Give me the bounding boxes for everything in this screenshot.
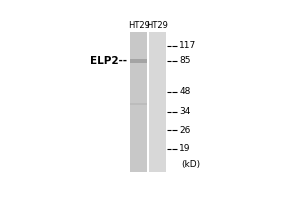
Text: ELP2--: ELP2-- (90, 56, 127, 66)
Text: 26: 26 (179, 126, 191, 135)
Text: 34: 34 (179, 107, 191, 116)
Text: 48: 48 (179, 87, 191, 96)
Bar (148, 32, 166, 172)
Text: 117: 117 (179, 41, 197, 50)
Text: HT29: HT29 (146, 21, 168, 30)
Text: 85: 85 (179, 56, 191, 65)
Bar (130, 59, 147, 63)
Text: (kD): (kD) (182, 160, 201, 169)
Text: HT29: HT29 (128, 21, 150, 30)
Bar (130, 32, 147, 172)
Bar (130, 103, 147, 105)
Text: 19: 19 (179, 144, 191, 153)
